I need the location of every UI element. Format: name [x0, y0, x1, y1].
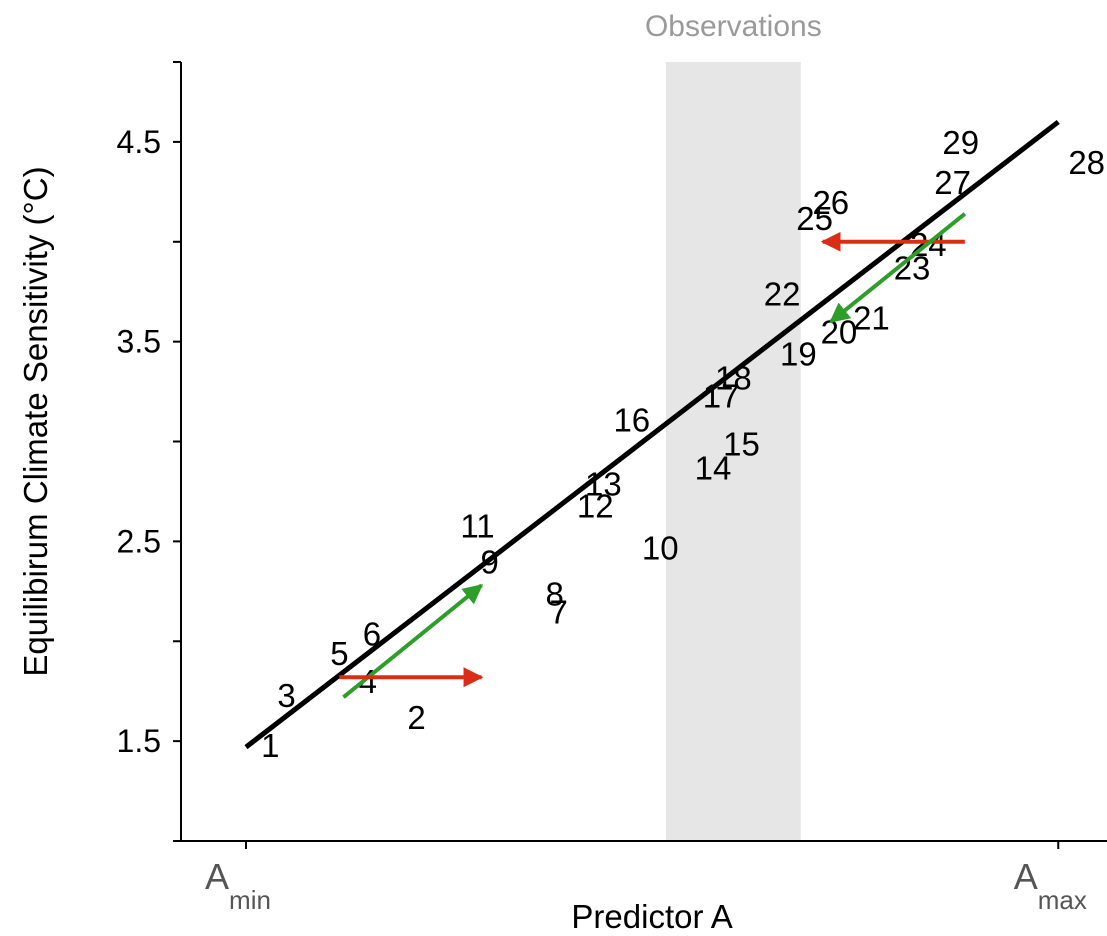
- point-label-18: 18: [715, 360, 752, 397]
- point-label-25: 25: [796, 200, 833, 237]
- point-label-3: 3: [277, 677, 295, 714]
- point-label-1: 1: [261, 727, 279, 764]
- point-label-15: 15: [723, 426, 760, 463]
- point-label-19: 19: [780, 336, 817, 373]
- point-label-8: 8: [545, 575, 563, 612]
- x-tick-label: Amin: [205, 856, 271, 915]
- regression-line: [244, 119, 1060, 750]
- y-tick-label: 1.5: [117, 723, 161, 759]
- x-axis-title: Predictor A: [571, 898, 732, 935]
- y-tick-label: 4.5: [117, 124, 161, 160]
- point-label-26: 26: [812, 184, 849, 221]
- point-labels: 1234567891011121314151617181920212223242…: [261, 124, 1105, 764]
- point-label-14: 14: [695, 449, 732, 486]
- arrows: [339, 212, 967, 699]
- point-label-5: 5: [330, 635, 348, 672]
- point-label-6: 6: [363, 615, 381, 652]
- y-axis-title: Equilibirum Climate Sensitivity (°C): [17, 166, 54, 676]
- point-label-12: 12: [577, 487, 614, 524]
- x-tick-label: Amax: [1014, 856, 1087, 915]
- point-label-10: 10: [642, 529, 679, 566]
- point-label-22: 22: [764, 276, 801, 313]
- point-label-7: 7: [550, 593, 568, 630]
- observations-band: [665, 62, 801, 841]
- green-arrow-4: [829, 212, 967, 324]
- point-label-16: 16: [613, 402, 650, 439]
- point-label-20: 20: [821, 314, 858, 351]
- point-label-11: 11: [460, 507, 494, 544]
- point-label-21: 21: [853, 300, 890, 337]
- observations-label: Observations: [645, 10, 822, 43]
- point-label-29: 29: [942, 124, 979, 161]
- axes: 1.5 2.5 3.5 4.5 Amin Amax: [117, 61, 1107, 915]
- y-tick-label: 3.5: [117, 324, 161, 360]
- point-label-2: 2: [407, 699, 425, 736]
- y-tick-label: 2.5: [117, 523, 161, 559]
- point-label-28: 28: [1068, 144, 1105, 181]
